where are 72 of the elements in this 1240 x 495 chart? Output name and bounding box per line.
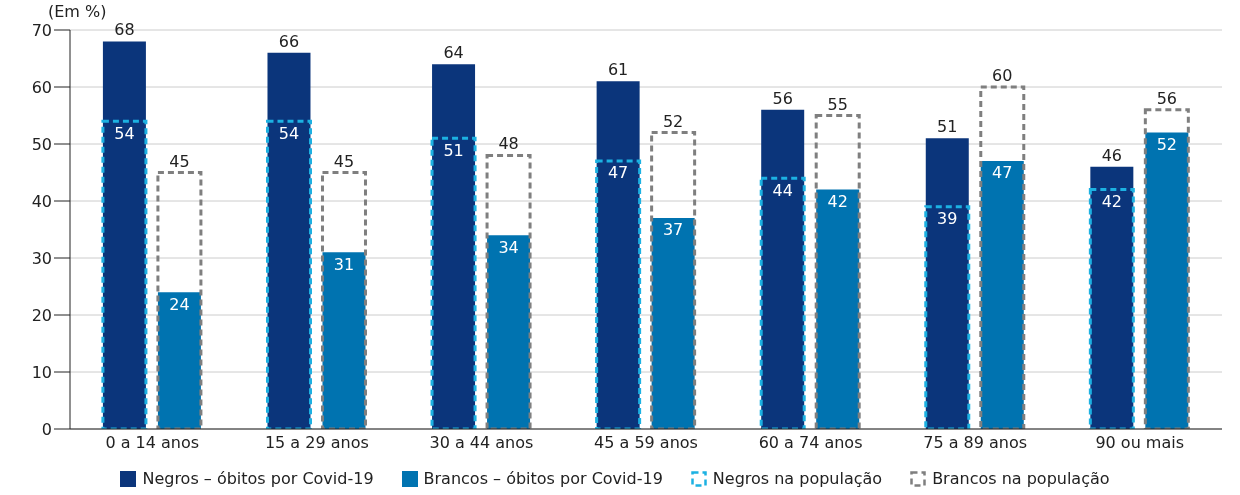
data-label: 54 [114,123,135,143]
y-tick-label: 60 [31,77,52,97]
y-tick-label: 20 [31,305,52,325]
bar [157,292,201,429]
legend-label: Brancos – óbitos por Covid-19 [422,469,663,488]
data-label: 31 [333,254,355,274]
data-label: 45 [333,151,355,171]
data-label: 51 [937,117,958,137]
bar [265,119,312,429]
bar [267,52,311,429]
data-label: 42 [1101,191,1123,211]
data-label: 61 [607,60,629,80]
bar [761,109,805,429]
x-tick-label: 90 ou mais [1095,433,1185,453]
bar [430,136,477,429]
y-tick-label: 10 [31,362,52,382]
y-tick-label: 50 [31,134,52,154]
bar [979,85,1026,429]
x-tick-label: 75 a 89 anos [923,433,1028,453]
x-tick-label: 0 a 14 anos [105,433,200,453]
data-label: 45 [169,151,190,171]
y-tick-label: 40 [31,191,52,211]
bar [596,81,640,429]
data-label: 52 [1156,134,1178,154]
data-label: 66 [278,31,300,51]
bar [432,64,476,429]
data-label: 42 [827,191,848,211]
data-label: 55 [827,94,848,114]
bar [485,153,532,429]
bar [650,131,697,429]
data-label: 39 [937,209,958,229]
x-tick-label: 45 a 59 anos [594,433,698,453]
data-label: 24 [169,294,190,314]
y-tick-label: 0 [41,419,52,439]
bar [320,171,367,429]
bar [322,252,366,429]
bar [156,171,203,429]
data-label: 52 [662,111,684,131]
bar [924,205,971,429]
x-tick-label: 15 a 29 anos [264,433,369,453]
data-label: 54 [278,123,300,143]
data-label: 47 [992,163,1013,183]
data-label: 37 [662,220,684,240]
data-label: 68 [114,20,135,40]
bar [925,138,969,429]
data-label: 46 [1101,145,1123,165]
x-tick-label: 30 a 44 anos [429,433,534,453]
legend-label: Negros na população [711,469,883,488]
x-tick-label: 60 a 74 anos [758,433,863,453]
data-label: 51 [443,140,464,160]
y-axis-title: (Em %) [48,2,107,21]
data-label: 56 [1156,88,1178,108]
legend-label: Negros – óbitos por Covid-19 [141,469,374,488]
bar [102,41,146,429]
data-label: 60 [992,66,1013,85]
bar [814,114,861,429]
y-tick-label: 30 [31,248,52,268]
bar [651,218,695,429]
bar [487,235,531,429]
bar [595,159,642,429]
data-label: 48 [498,134,519,154]
bar [101,119,148,429]
bar [980,161,1024,429]
data-label: 56 [772,88,793,108]
bar [816,189,860,429]
data-label: 44 [772,180,793,200]
data-label: 34 [498,237,519,257]
data-label: 47 [607,163,629,183]
y-tick-label: 70 [31,20,52,40]
legend-label: Brancos na população [931,469,1110,488]
data-label: 64 [443,43,464,63]
bar [759,176,806,429]
